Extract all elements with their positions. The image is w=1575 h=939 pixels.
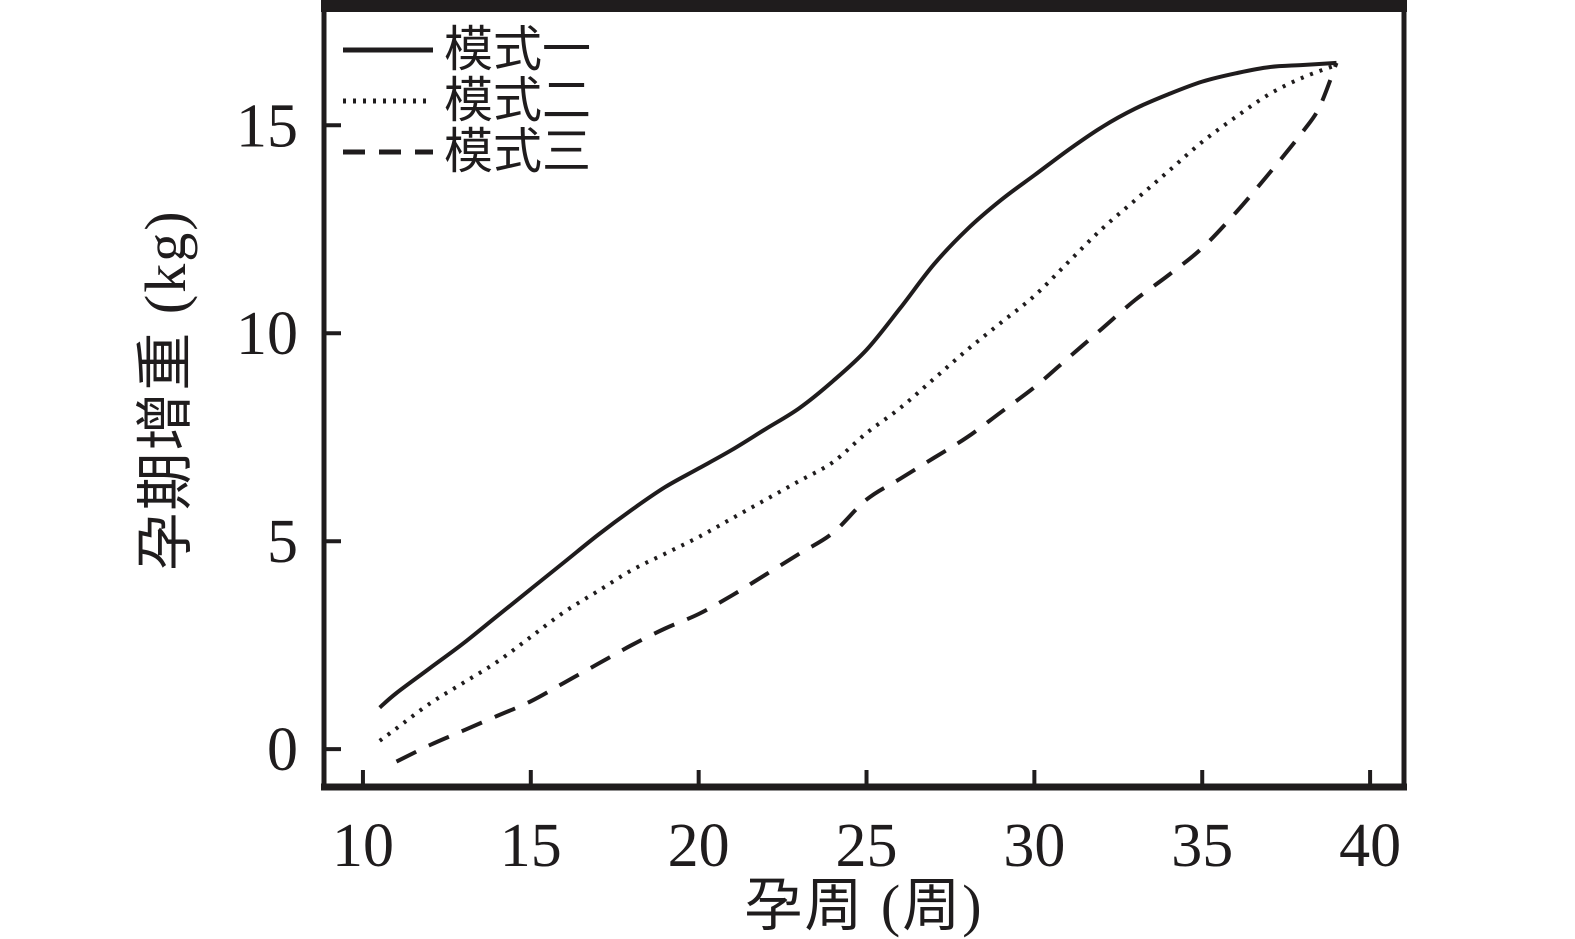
- x-tick-label: 30: [1003, 812, 1065, 880]
- x-tick-label: 20: [668, 812, 730, 880]
- legend: 模式一 模式二 模式三: [342, 24, 591, 177]
- x-tick-label: 35: [1171, 812, 1233, 880]
- legend-item-mode1: 模式一: [342, 24, 591, 75]
- y-axis-title: 孕期增重 (kg): [133, 209, 198, 571]
- x-tick-label: 10: [332, 812, 394, 880]
- series-line-solid: [378, 60, 1337, 710]
- legend-label-mode3: 模式三: [444, 124, 592, 179]
- y-tick-label: 10: [236, 300, 298, 368]
- x-tick-label: 25: [836, 812, 898, 880]
- x-tick-label: 15: [500, 812, 562, 880]
- legend-label-mode2: 模式二: [444, 73, 592, 128]
- x-tick-label: 40: [1339, 812, 1401, 880]
- y-tick-label: 15: [236, 92, 298, 160]
- solid-line-sample-icon: [343, 47, 433, 52]
- y-tick-label: 5: [267, 508, 298, 576]
- dotted-line-sample-icon: [343, 98, 433, 103]
- legend-label-mode1: 模式一: [444, 22, 592, 77]
- legend-item-mode2: 模式二: [342, 75, 591, 126]
- y-tick-label: 0: [267, 716, 298, 784]
- series-line-dotted: [378, 63, 1338, 743]
- series-line-dashed: [395, 62, 1339, 764]
- dashed-line-sample-icon: [343, 149, 433, 154]
- x-axis-title: 孕周 (周): [744, 873, 984, 938]
- legend-item-mode3: 模式三: [342, 126, 591, 177]
